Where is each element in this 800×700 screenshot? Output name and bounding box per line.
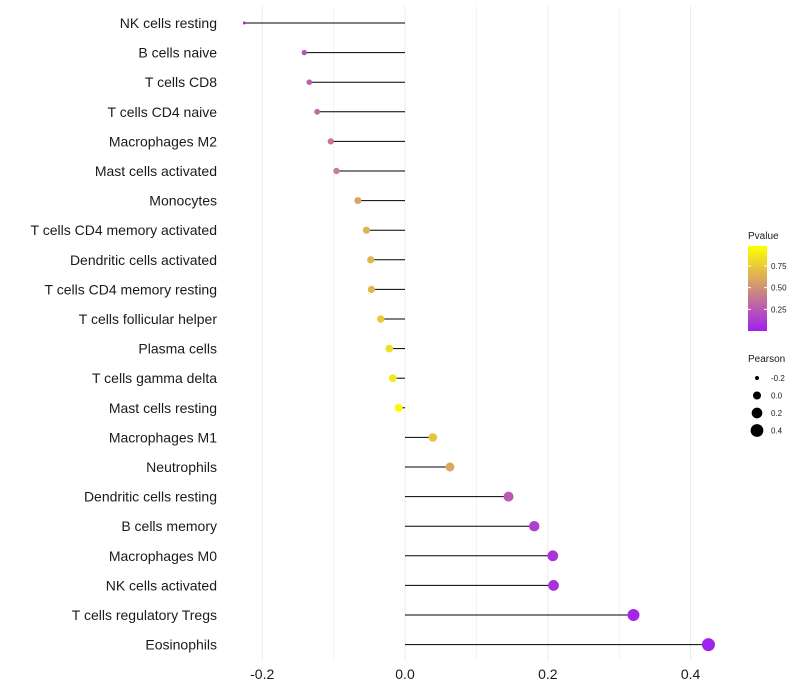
- lollipop-point: [701, 638, 715, 652]
- size-legend-label: -0.2: [771, 374, 785, 383]
- category-label: NK cells activated: [106, 577, 217, 593]
- pearson-legend-title: Pearson: [748, 354, 785, 365]
- x-tick-label: 0.4: [681, 666, 701, 682]
- category-label: Macrophages M0: [109, 548, 217, 564]
- lollipop-point: [362, 226, 371, 234]
- lollipop-point: [376, 315, 385, 323]
- category-label: Neutrophils: [146, 459, 217, 475]
- category-label: T cells gamma delta: [92, 370, 217, 386]
- x-tick-label: -0.2: [250, 666, 274, 682]
- colorbar-tick-label: 0.50: [771, 284, 787, 293]
- lollipop-point: [367, 285, 376, 294]
- lollipop-point: [445, 462, 455, 472]
- category-label: Dendritic cells activated: [70, 252, 217, 268]
- category-label: B cells naive: [138, 45, 217, 61]
- size-legend-label: 0.0: [771, 392, 783, 401]
- lollipop-point: [306, 79, 313, 85]
- category-label: NK cells resting: [120, 15, 217, 31]
- pvalue-colorbar: [748, 246, 767, 331]
- category-label: T cells CD4 memory activated: [31, 222, 217, 238]
- category-label: Mast cells resting: [109, 400, 217, 416]
- lollipop-point: [388, 374, 397, 383]
- category-label: Monocytes: [149, 193, 217, 209]
- category-label: T cells CD4 memory resting: [45, 281, 217, 297]
- category-labels: NK cells resting B cells naive T cells CD8…: [31, 15, 218, 653]
- lollipop-point: [333, 167, 340, 175]
- colorbar-tick-label: 0.25: [771, 305, 787, 314]
- lollipop-point: [242, 21, 246, 25]
- lollipop-point: [354, 197, 362, 205]
- size-legend-dot: [751, 407, 763, 419]
- size-legend-label: 0.2: [771, 409, 783, 418]
- pvalue-legend-title: Pvalue: [748, 231, 779, 242]
- category-label: Dendritic cells resting: [84, 489, 217, 505]
- x-tick-label: 0.0: [395, 666, 415, 682]
- lollipop-point: [529, 520, 540, 532]
- lollipop-point: [394, 403, 403, 412]
- category-label: Macrophages M1: [109, 429, 217, 445]
- size-legend-dot: [750, 424, 764, 437]
- lollipop-point: [428, 433, 438, 442]
- category-label: Mast cells activated: [95, 163, 217, 179]
- pvalue-legend: Pvalue 0.25 0.50 0.75: [748, 231, 787, 331]
- category-label: B cells memory: [121, 518, 217, 534]
- lollipop-point: [314, 108, 321, 115]
- lollipop-point: [301, 49, 308, 56]
- category-label: Eosinophils: [145, 637, 217, 653]
- lollipop-point: [385, 344, 394, 353]
- category-label: T cells regulatory Tregs: [72, 607, 217, 623]
- category-label: T cells CD8: [145, 74, 217, 90]
- colorbar-tick-label: 0.75: [771, 262, 787, 271]
- lollipop-stems: [244, 22, 709, 646]
- category-label: T cells CD4 naive: [108, 104, 218, 120]
- size-legend-dot: [752, 391, 762, 400]
- category-label: Plasma cells: [138, 341, 217, 357]
- lollipop-point: [627, 609, 640, 621]
- pearson-legend: Pearson -0.2 0.0 0.2 0.4: [748, 354, 785, 437]
- lollipop-point: [547, 550, 559, 562]
- lollipop-point: [327, 138, 334, 145]
- grid-lines: [261, 6, 692, 660]
- x-tick-label: 0.2: [538, 666, 558, 682]
- lollipop-points: [242, 21, 715, 652]
- lollipop-point: [367, 256, 375, 264]
- size-legend-dot: [755, 376, 759, 380]
- category-label: Macrophages M2: [109, 133, 217, 149]
- category-label: T cells follicular helper: [79, 311, 218, 327]
- size-legend-label: 0.4: [771, 427, 783, 436]
- x-axis-ticks: -0.2 0.0 0.2 0.4: [250, 666, 700, 682]
- lollipop-point: [503, 491, 514, 502]
- lollipop-point: [548, 580, 559, 591]
